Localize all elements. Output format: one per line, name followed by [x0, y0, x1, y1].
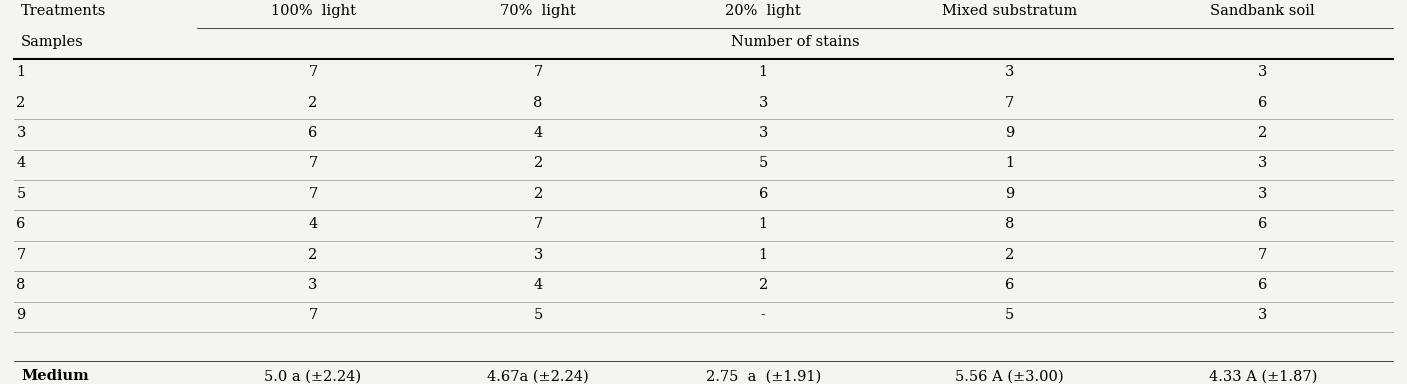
Text: 3: 3 — [533, 248, 543, 262]
Text: 4: 4 — [533, 278, 543, 292]
Text: 2.75  a  (±1.91): 2.75 a (±1.91) — [706, 369, 820, 383]
Text: 2: 2 — [308, 248, 318, 262]
Text: 3: 3 — [308, 278, 318, 292]
Text: 8: 8 — [533, 96, 543, 109]
Text: 1: 1 — [758, 248, 768, 262]
Text: 6: 6 — [308, 126, 318, 140]
Text: 3: 3 — [1258, 187, 1268, 201]
Text: 3: 3 — [1258, 65, 1268, 79]
Text: 6: 6 — [1005, 278, 1014, 292]
Text: 6: 6 — [1258, 217, 1268, 231]
Text: Number of stains: Number of stains — [730, 35, 860, 49]
Text: 7: 7 — [533, 217, 543, 231]
Text: 20%  light: 20% light — [726, 4, 801, 18]
Text: 7: 7 — [17, 248, 25, 262]
Text: 2: 2 — [17, 96, 25, 109]
Text: Treatments: Treatments — [21, 4, 107, 18]
Text: 2: 2 — [758, 278, 768, 292]
Text: 7: 7 — [308, 187, 318, 201]
Text: Mixed substratum: Mixed substratum — [941, 4, 1078, 18]
Text: 6: 6 — [1258, 96, 1268, 109]
Text: 3: 3 — [758, 126, 768, 140]
Text: Sandbank soil: Sandbank soil — [1210, 4, 1316, 18]
Text: 100%  light: 100% light — [270, 4, 356, 18]
Text: 6: 6 — [758, 187, 768, 201]
Text: 2: 2 — [308, 96, 318, 109]
Text: 3: 3 — [758, 96, 768, 109]
Text: 3: 3 — [1258, 156, 1268, 170]
Text: 9: 9 — [1005, 187, 1014, 201]
Text: 5: 5 — [533, 308, 543, 322]
Text: 2: 2 — [533, 187, 543, 201]
Text: 7: 7 — [1258, 248, 1268, 262]
Text: 4.67a (±2.24): 4.67a (±2.24) — [487, 369, 590, 383]
Text: 2: 2 — [533, 156, 543, 170]
Text: 2: 2 — [1005, 248, 1014, 262]
Text: 4: 4 — [308, 217, 318, 231]
Text: 5.56 A (±3.00): 5.56 A (±3.00) — [955, 369, 1064, 383]
Text: 9: 9 — [1005, 126, 1014, 140]
Text: 1: 1 — [1005, 156, 1014, 170]
Text: 3: 3 — [17, 126, 25, 140]
Text: 1: 1 — [758, 217, 768, 231]
Text: 5: 5 — [758, 156, 768, 170]
Text: 7: 7 — [308, 308, 318, 322]
Text: Medium: Medium — [21, 369, 89, 383]
Text: 4.33 A (±1.87): 4.33 A (±1.87) — [1209, 369, 1317, 383]
Text: 4: 4 — [533, 126, 543, 140]
Text: 8: 8 — [17, 278, 25, 292]
Text: -: - — [761, 308, 765, 322]
Text: 5: 5 — [17, 187, 25, 201]
Text: 70%  light: 70% light — [501, 4, 575, 18]
Text: Samples: Samples — [21, 35, 84, 49]
Text: 7: 7 — [308, 65, 318, 79]
Text: 8: 8 — [1005, 217, 1014, 231]
Text: 7: 7 — [533, 65, 543, 79]
Text: 1: 1 — [758, 65, 768, 79]
Text: 6: 6 — [1258, 278, 1268, 292]
Text: 9: 9 — [17, 308, 25, 322]
Text: 3: 3 — [1258, 308, 1268, 322]
Text: 5.0 a (±2.24): 5.0 a (±2.24) — [265, 369, 362, 383]
Text: 7: 7 — [308, 156, 318, 170]
Text: 3: 3 — [1005, 65, 1014, 79]
Text: 2: 2 — [1258, 126, 1268, 140]
Text: 1: 1 — [17, 65, 25, 79]
Text: 4: 4 — [17, 156, 25, 170]
Text: 6: 6 — [17, 217, 25, 231]
Text: 5: 5 — [1005, 308, 1014, 322]
Text: 7: 7 — [1005, 96, 1014, 109]
